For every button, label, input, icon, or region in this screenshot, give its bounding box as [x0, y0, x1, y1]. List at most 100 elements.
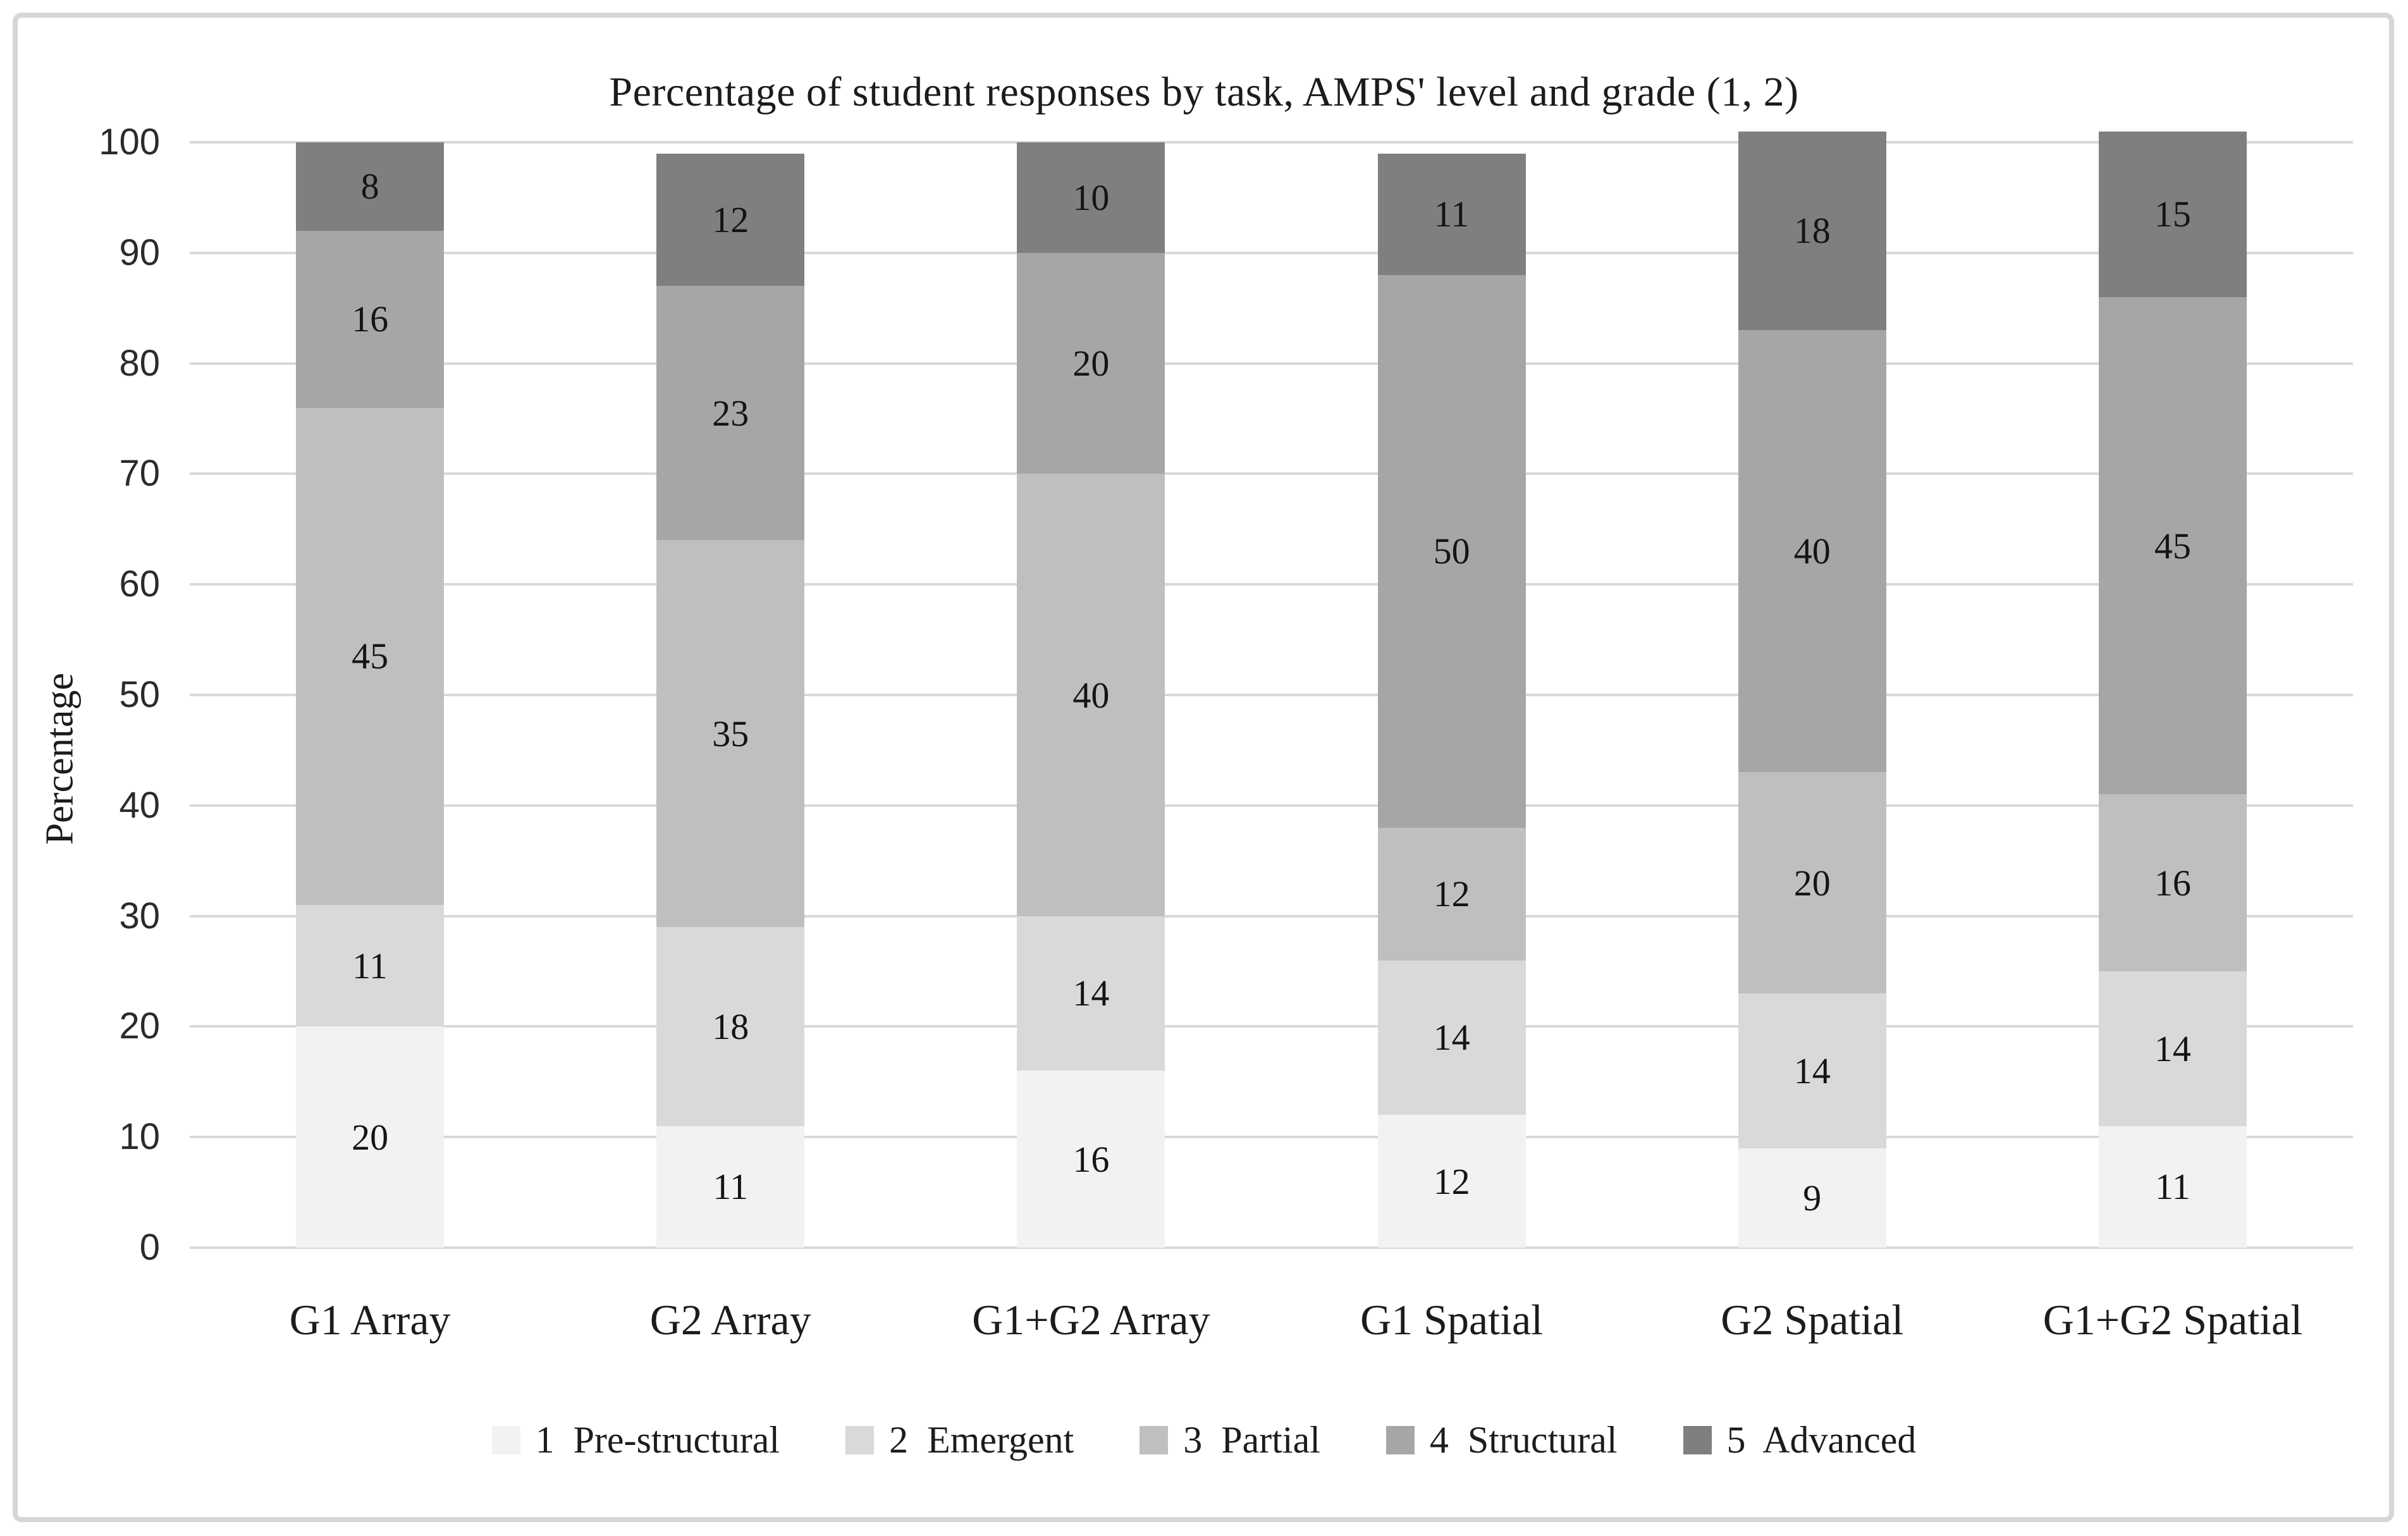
bar-value-label: 35	[712, 713, 749, 754]
bar-value-label: 11	[2154, 1166, 2190, 1208]
bar-value-label: 9	[1803, 1177, 1822, 1219]
bar-value-label: 40	[1793, 531, 1831, 572]
bar-value-label: 20	[1793, 862, 1831, 904]
bar-value-label: 23	[712, 392, 749, 434]
bar-value-label: 11	[1434, 194, 1470, 235]
y-tick-label-30: 30	[119, 895, 160, 937]
bar-segment-series5-G2-Array: 12	[656, 153, 805, 286]
bar-value-label: 16	[1072, 1138, 1110, 1180]
bar-value-label: 8	[360, 166, 379, 207]
gridline-50	[190, 694, 2353, 696]
legend-item-3: 3 Partial	[1140, 1418, 1320, 1462]
y-tick-label-90: 90	[119, 231, 160, 273]
bar-segment-series5-G2-Spatial: 18	[1738, 131, 1886, 331]
y-tick-label-60: 60	[119, 563, 160, 605]
bar-segment-series4-G2-Spatial: 40	[1738, 330, 1886, 773]
gridline-80	[190, 362, 2353, 365]
legend: 1 Pre-structural 2 Emergent 3 Partial 4 Str…	[0, 1418, 2408, 1462]
bar-value-label: 45	[2154, 525, 2191, 567]
bar-value-label: 18	[712, 1005, 749, 1047]
bar-value-label: 20	[352, 1116, 389, 1158]
x-category-label-G2-Array: G2 Array	[649, 1296, 811, 1344]
bar-segment-series4-G1-Array: 16	[296, 230, 445, 408]
plot-area: 20 11 45 16 8 11 18 35 23 12 16 14 40 20 10 12 14 12 50 11 9…	[190, 131, 2353, 1249]
x-category-label-G1+G2-Spatial: G1+G2 Spatial	[2042, 1296, 2303, 1344]
legend-label-4: 4 Structural	[1429, 1419, 1618, 1461]
bar-segment-series2-G1+G2-Array: 14	[1017, 916, 1165, 1071]
y-tick-label-0: 0	[139, 1227, 160, 1268]
bar-value-label: 12	[1433, 1160, 1470, 1202]
bar-segment-series4-G1+G2-Spatial: 45	[2098, 297, 2247, 795]
bar-value-label: 15	[2154, 194, 2191, 235]
y-tick-label-50: 50	[119, 674, 160, 715]
bar-value-label: 20	[1072, 343, 1110, 384]
y-tick-label-40: 40	[119, 784, 160, 826]
legend-label-5: 5 Advanced	[1726, 1419, 1917, 1461]
bar-segment-series1-G1+G2-Spatial: 11	[2098, 1126, 2247, 1248]
bar-segment-series5-G1+G2-Spatial: 15	[2098, 131, 2247, 297]
bar-segment-series3-G2-Array: 35	[656, 540, 805, 928]
bar-value-label: 16	[352, 298, 389, 340]
bar-value-label: 11	[352, 945, 388, 986]
legend-swatch-2	[845, 1426, 875, 1454]
y-tick-label-10: 10	[119, 1116, 160, 1158]
gridline-10	[190, 1136, 2353, 1139]
bar-segment-series1-G2-Array: 11	[656, 1126, 805, 1248]
legend-swatch-1	[491, 1426, 520, 1454]
gridline-0	[190, 1246, 2353, 1249]
legend-label-2: 2 Emergent	[889, 1419, 1074, 1461]
y-tick-label-100: 100	[99, 121, 160, 163]
gridline-30	[190, 914, 2353, 918]
bar-value-label: 14	[1433, 1017, 1470, 1059]
bar-segment-series4-G1-Spatial: 50	[1377, 274, 1526, 828]
legend-swatch-5	[1683, 1426, 1712, 1454]
bar-segment-series4-G1+G2-Array: 20	[1017, 252, 1165, 474]
legend-item-2: 2 Emergent	[845, 1418, 1074, 1462]
gridline-20	[190, 1025, 2353, 1028]
legend-label-1: 1 Pre-structural	[535, 1419, 780, 1461]
legend-swatch-3	[1140, 1426, 1169, 1454]
bar-value-label: 11	[713, 1166, 749, 1208]
bar-value-label: 40	[1072, 674, 1110, 716]
bar-segment-series5-G1+G2-Array: 10	[1017, 142, 1165, 253]
bar-value-label: 12	[1433, 873, 1470, 915]
y-tick-label-80: 80	[119, 342, 160, 384]
bar-segment-series4-G2-Array: 23	[656, 286, 805, 541]
x-category-label-G1+G2-Array: G1+G2 Array	[972, 1296, 1210, 1344]
bar-value-label: 14	[1793, 1050, 1831, 1091]
bar-segment-series2-G1+G2-Spatial: 14	[2098, 971, 2247, 1126]
bar-segment-series2-G1-Spatial: 14	[1377, 960, 1526, 1115]
legend-swatch-4	[1385, 1426, 1415, 1454]
x-category-label-G2-Spatial: G2 Spatial	[1721, 1296, 1904, 1344]
bar-segment-series3-G1-Array: 45	[296, 407, 445, 906]
x-category-label-G1-Spatial: G1 Spatial	[1360, 1296, 1544, 1344]
gridline-70	[190, 472, 2353, 476]
bar-value-label: 16	[2154, 862, 2191, 904]
gridline-60	[190, 583, 2353, 586]
bar-segment-series5-G1-Spatial: 11	[1377, 153, 1526, 275]
gridline-90	[190, 251, 2353, 254]
bar-segment-series1-G1+G2-Array: 16	[1017, 1071, 1165, 1248]
bar-segment-series3-G1+G2-Array: 40	[1017, 474, 1165, 916]
y-tick-label-20: 20	[119, 1005, 160, 1047]
bar-segment-series1-G1-Spatial: 12	[1377, 1115, 1526, 1248]
x-category-label-G1-Array: G1 Array	[289, 1296, 451, 1344]
bar-value-label: 50	[1433, 531, 1470, 572]
bar-segment-series1-G1-Array: 20	[296, 1026, 445, 1248]
legend-label-3: 3 Partial	[1183, 1419, 1320, 1461]
bar-segment-series2-G2-Array: 18	[656, 927, 805, 1126]
bar-segment-series3-G1-Spatial: 12	[1377, 827, 1526, 961]
figure-border	[13, 13, 2394, 1522]
bar-segment-series3-G1+G2-Spatial: 16	[2098, 794, 2247, 971]
y-tick-label-70: 70	[119, 453, 160, 495]
bar-value-label: 45	[352, 636, 389, 677]
bar-segment-series5-G1-Array: 8	[296, 142, 445, 231]
bar-segment-series3-G2-Spatial: 20	[1738, 772, 1886, 993]
bar-value-label: 18	[1793, 210, 1831, 252]
legend-item-1: 1 Pre-structural	[491, 1418, 780, 1462]
gridline-40	[190, 804, 2353, 807]
bar-value-label: 14	[2154, 1028, 2191, 1069]
legend-item-5: 5 Advanced	[1683, 1418, 1917, 1462]
legend-item-4: 4 Structural	[1385, 1418, 1618, 1462]
